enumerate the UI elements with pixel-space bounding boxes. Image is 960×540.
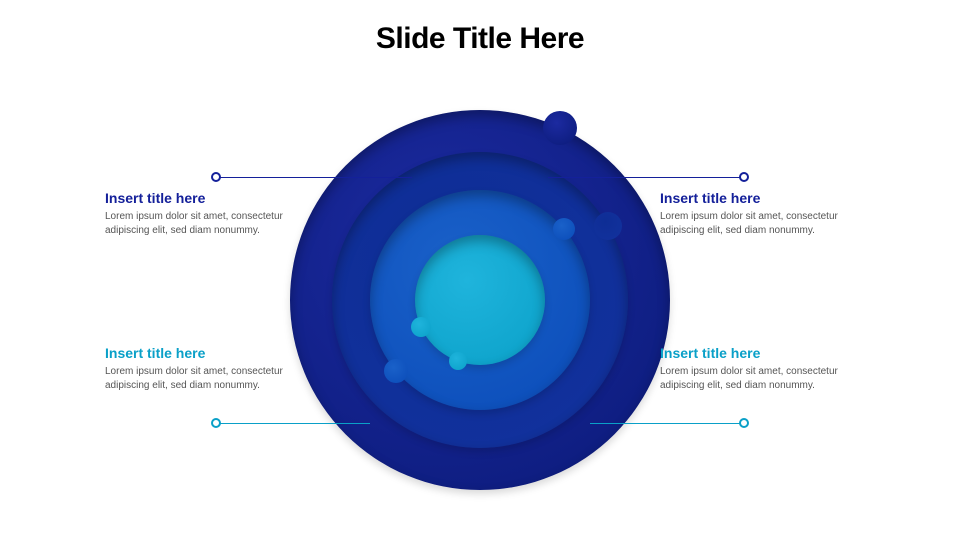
callout-1-title: Insert title here — [105, 345, 305, 361]
callout-2: Insert title here Lorem ipsum dolor sit a… — [660, 190, 860, 237]
callout-2-body: Lorem ipsum dolor sit amet, consectetur … — [660, 210, 860, 237]
callout-0-body: Lorem ipsum dolor sit amet, consectetur … — [105, 210, 305, 237]
callout-1: Insert title here Lorem ipsum dolor sit a… — [105, 345, 305, 392]
callout-0-title: Insert title here — [105, 190, 305, 206]
leader-line-2 — [548, 177, 744, 178]
leader-line-1 — [216, 423, 370, 424]
leader-dot-0 — [211, 172, 221, 182]
slide-title: Slide Title Here — [0, 22, 960, 56]
callout-3-body: Lorem ipsum dolor sit amet, consectetur … — [660, 365, 860, 392]
callout-0: Insert title here Lorem ipsum dolor sit a… — [105, 190, 305, 237]
concentric-diagram — [290, 110, 670, 490]
ring-2-bump-0 — [384, 359, 408, 383]
ring-0-bump-0 — [543, 111, 577, 145]
callout-2-title: Insert title here — [660, 190, 860, 206]
ring-3 — [415, 235, 545, 365]
leader-dot-1 — [211, 418, 221, 428]
leader-dot-2 — [739, 172, 749, 182]
leader-line-3 — [590, 423, 744, 424]
leader-line-0 — [216, 177, 412, 178]
callout-3: Insert title here Lorem ipsum dolor sit a… — [660, 345, 860, 392]
ring-1-bump-0 — [594, 212, 622, 240]
callout-3-title: Insert title here — [660, 345, 860, 361]
leader-dot-3 — [739, 418, 749, 428]
ring-3-bump-1 — [449, 352, 467, 370]
callout-1-body: Lorem ipsum dolor sit amet, consectetur … — [105, 365, 305, 392]
